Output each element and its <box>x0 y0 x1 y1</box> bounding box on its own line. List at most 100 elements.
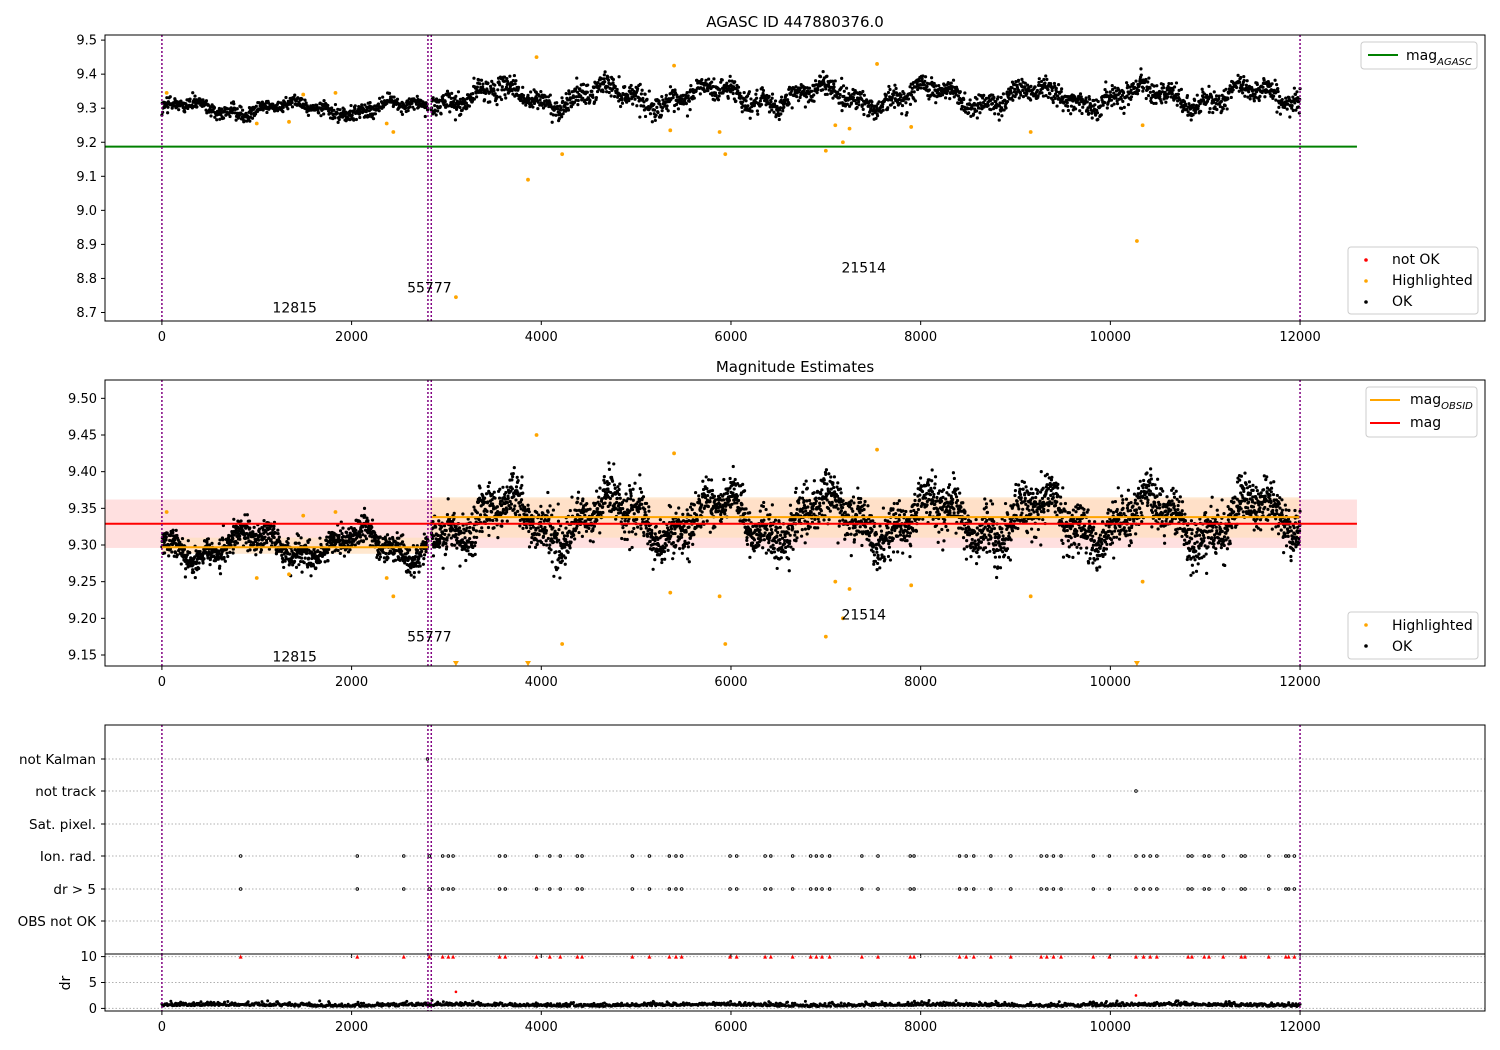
ok-point <box>554 113 558 117</box>
ok-point <box>331 112 336 116</box>
ok-point <box>713 98 717 102</box>
ok-point <box>209 114 213 118</box>
ok-point <box>183 575 187 579</box>
ok-point <box>175 553 180 557</box>
ok-point <box>512 494 516 498</box>
ok-point <box>290 105 295 109</box>
ok-point <box>1121 91 1126 95</box>
highlighted-point <box>454 295 458 300</box>
ok-point <box>269 538 273 542</box>
ok-point <box>464 101 469 105</box>
ok-point <box>293 93 297 97</box>
ok-point <box>618 496 622 500</box>
ok-point <box>444 541 448 546</box>
ok-point <box>558 576 562 580</box>
ok-point <box>504 85 509 89</box>
ok-point <box>358 535 363 539</box>
ok-point <box>592 100 597 104</box>
ok-point <box>739 94 743 99</box>
ok-point <box>493 92 497 96</box>
ok-point <box>557 116 561 121</box>
ok-point <box>318 536 322 540</box>
ok-point <box>463 536 467 540</box>
ok-point <box>772 110 776 114</box>
ok-point <box>738 91 742 95</box>
ok-point <box>1187 102 1191 106</box>
ok-point <box>580 534 584 538</box>
ok-point <box>408 105 412 109</box>
ok-point <box>546 536 550 541</box>
ok-point <box>754 92 758 96</box>
ok-point <box>1263 95 1267 99</box>
ok-point <box>745 94 750 98</box>
ok-point <box>484 91 488 95</box>
ok-point <box>478 513 483 517</box>
ok-point <box>1134 79 1138 83</box>
ok-point <box>779 95 784 99</box>
ok-point <box>884 93 888 97</box>
ok-point <box>887 84 891 89</box>
ok-point <box>638 115 642 119</box>
ok-point <box>555 101 559 105</box>
ok-point <box>348 548 352 552</box>
ok-point <box>456 90 461 94</box>
ok-point <box>688 108 692 112</box>
ok-point <box>581 96 585 100</box>
ok-point <box>325 542 329 547</box>
p1-title: AGASC ID 447880376.0 <box>706 13 884 31</box>
ok-point <box>612 483 617 487</box>
ok-point <box>635 86 640 91</box>
ok-point <box>527 96 531 100</box>
ok-point <box>336 548 340 553</box>
ok-point <box>422 532 426 536</box>
ok-point <box>1066 104 1070 108</box>
ok-point <box>967 111 971 115</box>
ok-point <box>504 490 508 495</box>
ok-point <box>577 530 581 535</box>
ok-point <box>314 566 318 570</box>
ok-point <box>736 89 740 93</box>
ok-point <box>338 108 342 112</box>
ok-point <box>501 485 505 489</box>
ok-point <box>465 526 469 530</box>
ok-point <box>551 526 555 530</box>
ok-point <box>220 107 224 111</box>
ok-point <box>284 95 288 100</box>
ok-point <box>433 103 437 108</box>
ok-point <box>464 558 468 563</box>
ok-point <box>362 506 367 510</box>
ok-point <box>228 114 232 119</box>
ok-point <box>1179 87 1183 92</box>
ok-point <box>1292 86 1296 90</box>
ok-point <box>1147 76 1151 80</box>
ok-point <box>975 97 979 101</box>
ok-point <box>514 485 519 489</box>
ok-point <box>327 547 331 551</box>
ok-point <box>894 86 898 91</box>
y-tick-label: 9.0 <box>76 204 97 219</box>
ok-point <box>1258 94 1262 98</box>
ok-point <box>168 95 172 99</box>
ok-point <box>529 90 533 94</box>
ok-point <box>552 540 556 544</box>
ok-point <box>673 88 677 92</box>
ok-point <box>231 551 235 555</box>
highlighted-point <box>391 130 396 134</box>
ok-point <box>1109 98 1114 102</box>
legend-marker-not-ok <box>1364 258 1368 262</box>
ok-point <box>350 542 355 547</box>
ok-point <box>520 483 524 488</box>
ok-point <box>499 97 504 102</box>
ok-point <box>623 530 627 534</box>
ok-point <box>492 490 496 494</box>
ok-point <box>825 74 829 78</box>
ok-point <box>531 105 535 109</box>
ok-point <box>472 505 476 509</box>
ok-point <box>1224 87 1228 91</box>
ok-point <box>606 85 610 89</box>
ok-point <box>621 507 625 511</box>
ok-point <box>409 573 413 577</box>
ok-point <box>445 536 449 540</box>
ok-point <box>710 80 714 84</box>
highlighted-point <box>254 121 259 126</box>
